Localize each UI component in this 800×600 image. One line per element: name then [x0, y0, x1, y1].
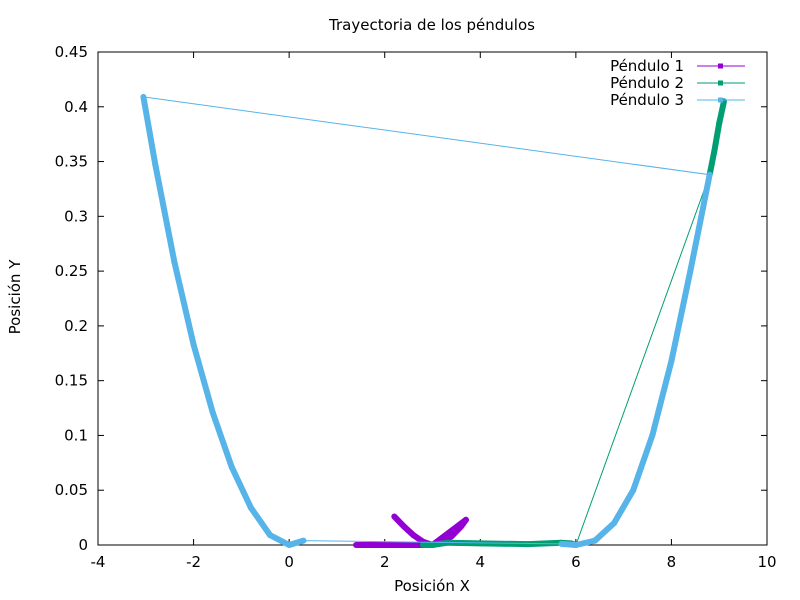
- series-markers: [706, 147, 718, 178]
- series-markers: [668, 267, 694, 364]
- plot-area: [97, 51, 768, 546]
- axis-ticks: -4 -2 0 2 4 6 8 10 0 0.05 0.1 0.15 0.2 0.25 0.3 0.35 0.4…: [55, 43, 777, 571]
- series-markers: [711, 120, 723, 154]
- series-markers: [209, 409, 235, 471]
- series-3: [140, 93, 713, 548]
- series-markers: [286, 537, 307, 548]
- series-markers: [171, 259, 197, 348]
- x-tick-label: 8: [667, 553, 677, 571]
- y-tick-label: 0.15: [55, 372, 88, 390]
- legend-label: Péndulo 3: [610, 91, 684, 109]
- series-markers: [716, 98, 727, 127]
- x-axis-label: Posición X: [394, 577, 470, 595]
- plot-border: [97, 51, 768, 546]
- series-markers: [190, 341, 216, 416]
- series-markers: [429, 516, 469, 548]
- series-markers: [687, 171, 713, 274]
- series-markers: [247, 504, 274, 539]
- y-tick-label: 0.4: [64, 98, 88, 116]
- series-markers: [611, 487, 637, 527]
- legend-marker: [718, 80, 723, 86]
- y-axis-label: Posición Y: [6, 259, 24, 335]
- y-tick-label: 0: [78, 536, 88, 554]
- series-markers: [152, 161, 178, 266]
- y-tick-label: 0.2: [64, 317, 88, 335]
- series-markers: [228, 464, 254, 511]
- y-tick-label: 0.45: [55, 43, 88, 61]
- legend-label: Péndulo 2: [610, 74, 684, 92]
- legend-marker: [718, 63, 723, 69]
- series-markers: [140, 93, 159, 168]
- x-tick-label: 6: [571, 553, 581, 571]
- y-tick-label: 0.35: [55, 153, 88, 171]
- series-markers: [267, 532, 293, 548]
- series-markers: [591, 520, 618, 544]
- x-tick-label: 2: [380, 553, 390, 571]
- series-line: [142, 96, 711, 546]
- chart-title: Trayectoria de los péndulos: [328, 16, 535, 34]
- y-tick-label: 0.3: [64, 207, 88, 225]
- series-markers: [630, 432, 656, 494]
- legend-label: Péndulo 1: [610, 57, 684, 75]
- x-tick-label: -4: [91, 553, 106, 571]
- x-tick-label: 10: [757, 553, 776, 571]
- y-tick-label: 0.25: [55, 262, 88, 280]
- y-tick-label: 0.1: [64, 426, 88, 444]
- series-markers: [477, 540, 532, 548]
- y-tick-label: 0.05: [55, 481, 88, 499]
- series-markers: [572, 537, 598, 548]
- legend-marker: [718, 97, 723, 103]
- x-tick-label: 4: [476, 553, 486, 571]
- series-markers: [649, 357, 675, 439]
- x-tick-label: 0: [284, 553, 294, 571]
- series-layer: [140, 93, 727, 548]
- x-tick-label: -2: [186, 553, 201, 571]
